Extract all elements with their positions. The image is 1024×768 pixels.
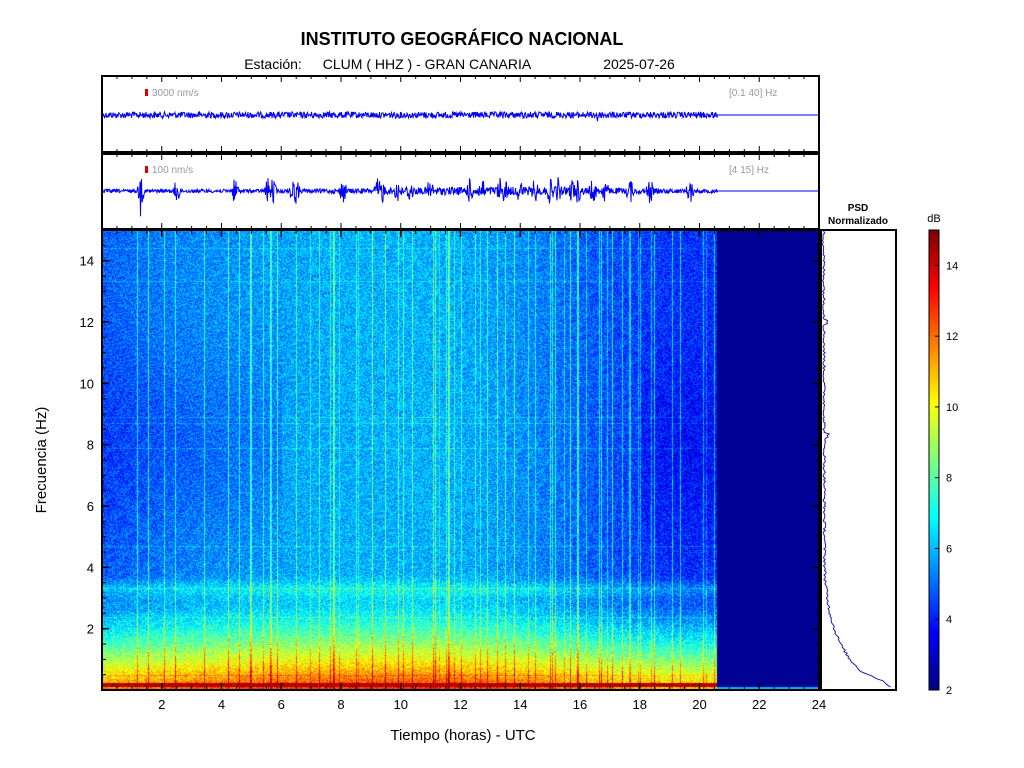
- colorbar: dB 2 4 6 8 10 12 14: [927, 213, 958, 697]
- colorbar-ticks: 2 4 6 8 10 12 14: [935, 260, 958, 697]
- psd-frame: [820, 229, 897, 691]
- colorbar-tick-label: 10: [946, 402, 958, 414]
- y-tick-label: 10: [80, 376, 94, 391]
- x-tick-label: 12: [453, 697, 467, 712]
- psd-title: PSD: [848, 203, 869, 214]
- colorbar-tick-label: 6: [946, 543, 952, 555]
- colorbar-tick-label: 12: [946, 331, 958, 343]
- x-tick-label: 16: [573, 697, 587, 712]
- trace-scale-label: 3000 nm/s: [152, 88, 199, 99]
- colorbar-unit: dB: [927, 213, 940, 225]
- y-tick-label: 4: [87, 560, 94, 575]
- waveform-trace-broadband: [102, 109, 818, 122]
- y-axis-label: Frecuencia (Hz): [33, 407, 50, 514]
- psd-curve: [821, 229, 891, 688]
- colorbar-tick-label: 4: [946, 614, 952, 626]
- trace-panel-ticks: [116, 154, 805, 229]
- scale-bar-icon: [145, 89, 148, 96]
- psd-subtitle: Normalizado: [828, 216, 888, 227]
- y-tick-label: 14: [80, 254, 94, 269]
- x-tick-label: 4: [218, 697, 225, 712]
- x-axis-ticks: 2 4 6 8 10 12 14 16 18 20 22 24: [116, 230, 826, 712]
- waveform-trace-filtered: [102, 177, 818, 217]
- colorbar-tick-label: 14: [946, 260, 958, 272]
- colorbar-tick-label: 8: [946, 473, 952, 485]
- trace-band-label: [4 15] Hz: [729, 165, 769, 176]
- x-tick-label: 20: [692, 697, 706, 712]
- page-title: INSTITUTO GEOGRÁFICO NACIONAL: [301, 28, 624, 49]
- x-tick-label: 10: [394, 697, 408, 712]
- trace-band-label: [0.1 40] Hz: [729, 88, 777, 99]
- scale-bar-icon: [145, 166, 148, 173]
- x-tick-label: 24: [812, 697, 826, 712]
- trace-scale-label: 100 nm/s: [152, 165, 193, 176]
- y-tick-label: 8: [87, 438, 94, 453]
- y-axis-ticks: 2 4 6 8 10 12 14: [80, 244, 819, 676]
- x-tick-label: 6: [278, 697, 285, 712]
- y-tick-label: 6: [87, 499, 94, 514]
- station-prefix: Estación:: [244, 56, 302, 72]
- x-tick-label: 14: [513, 697, 527, 712]
- x-axis-label: Tiempo (horas) - UTC: [390, 727, 535, 744]
- colorbar-gradient: [928, 229, 940, 691]
- trace-panel-filtered: 100 nm/s [4 15] Hz: [101, 153, 820, 230]
- trace-panel-broadband: 3000 nm/s [0.1 40] Hz: [101, 75, 820, 153]
- trace-panel-ticks: [116, 76, 805, 152]
- y-tick-label: 12: [80, 315, 94, 330]
- psd-panel: PSD Normalizado: [820, 203, 897, 691]
- y-tick-label: 2: [87, 622, 94, 637]
- x-tick-label: 18: [633, 697, 647, 712]
- x-tick-label: 22: [752, 697, 766, 712]
- x-tick-label: 8: [337, 697, 344, 712]
- date-label: 2025-07-26: [603, 56, 675, 72]
- station-label: CLUM ( HHZ ) - GRAN CANARIA: [323, 56, 532, 72]
- x-tick-label: 2: [158, 697, 165, 712]
- colorbar-tick-label: 2: [946, 685, 952, 697]
- spectrogram-image: [102, 230, 819, 690]
